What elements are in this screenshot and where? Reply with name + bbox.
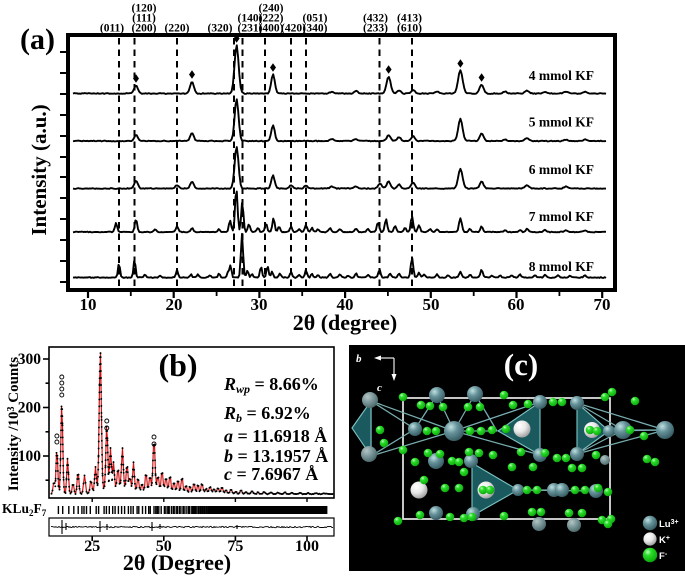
- svg-text:20: 20: [166, 295, 183, 314]
- svg-text:(240): (240): [259, 3, 284, 15]
- svg-text:30: 30: [251, 295, 268, 314]
- svg-text:(140): (140): [238, 13, 263, 25]
- svg-text:(400): (400): [259, 23, 284, 35]
- svg-text:6 mmol KF: 6 mmol KF: [529, 162, 594, 177]
- svg-text:300: 300: [18, 351, 42, 368]
- svg-text:(420): (420): [281, 23, 306, 35]
- svg-text:(011): (011): [100, 23, 124, 35]
- svg-text:(413): (413): [397, 13, 422, 25]
- svg-text:K+: K+: [659, 535, 670, 546]
- svg-text:(220): (220): [165, 23, 190, 35]
- svg-text:(200): (200): [132, 23, 157, 35]
- svg-text:(222): (222): [259, 13, 284, 25]
- svg-text:100: 100: [18, 448, 42, 465]
- svg-text:(233): (233): [363, 23, 388, 35]
- svg-text:Intensity (a.u.): Intensity (a.u.): [27, 104, 51, 235]
- svg-text:60: 60: [508, 295, 525, 314]
- svg-text:(c): (c): [504, 347, 538, 382]
- svg-text:b = 13.1957 Å: b = 13.1957 Å: [224, 446, 328, 466]
- svg-text:Intensity /103 Counts: Intensity /103 Counts: [6, 357, 22, 491]
- svg-text:200: 200: [18, 400, 42, 417]
- svg-text:(a): (a): [20, 23, 55, 56]
- svg-text:c = 7.6967 Å: c = 7.6967 Å: [224, 464, 318, 484]
- svg-text:70: 70: [594, 295, 611, 314]
- svg-text:5 mmol KF: 5 mmol KF: [529, 115, 594, 130]
- svg-text:(120): (120): [132, 3, 157, 15]
- svg-text:F-: F-: [659, 551, 668, 562]
- svg-text:25: 25: [84, 538, 100, 555]
- svg-text:a = 11.6918 Å: a = 11.6918 Å: [224, 426, 327, 446]
- svg-text:(231): (231): [238, 23, 263, 35]
- svg-text:10: 10: [80, 295, 97, 314]
- svg-text:(051): (051): [303, 13, 328, 25]
- svg-text:7 mmol KF: 7 mmol KF: [529, 209, 594, 224]
- svg-text:50: 50: [156, 538, 172, 555]
- svg-text:2θ (degree): 2θ (degree): [293, 310, 398, 335]
- svg-text:(432): (432): [363, 13, 388, 25]
- svg-text:(111): (111): [132, 13, 156, 25]
- svg-text:(610): (610): [397, 23, 422, 35]
- svg-text:40: 40: [337, 295, 354, 314]
- svg-text:100: 100: [295, 538, 319, 555]
- svg-text:b: b: [356, 353, 362, 365]
- svg-text:Rwp = 8.66%: Rwp = 8.66%: [223, 374, 319, 396]
- svg-text:KLu2F7: KLu2F7: [2, 501, 47, 518]
- svg-text:(b): (b): [158, 347, 197, 383]
- svg-text:Lu3+: Lu3+: [659, 519, 679, 530]
- svg-text:2θ (Degree): 2θ (Degree): [123, 550, 231, 575]
- svg-text:4 mmol KF: 4 mmol KF: [529, 68, 594, 83]
- svg-text:Rb = 6.92%: Rb = 6.92%: [223, 403, 311, 425]
- svg-text:(340): (340): [303, 23, 328, 35]
- svg-text:c: c: [377, 382, 382, 394]
- svg-text:50: 50: [423, 295, 440, 314]
- svg-text:8 mmol KF: 8 mmol KF: [529, 259, 594, 274]
- svg-text:75: 75: [227, 538, 243, 555]
- svg-text:(320): (320): [208, 23, 233, 35]
